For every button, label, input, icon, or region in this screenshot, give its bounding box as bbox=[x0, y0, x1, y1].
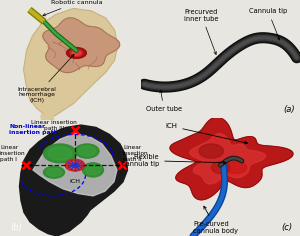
Ellipse shape bbox=[72, 51, 81, 55]
Ellipse shape bbox=[75, 144, 99, 158]
Ellipse shape bbox=[67, 47, 86, 58]
Text: (b): (b) bbox=[11, 223, 22, 232]
Text: ICH: ICH bbox=[165, 123, 248, 144]
Text: Linear
insertion
path I: Linear insertion path I bbox=[0, 145, 26, 162]
Text: Intracerebral
hemorrhage
(ICH): Intracerebral hemorrhage (ICH) bbox=[17, 54, 74, 103]
Text: Linear insertion
path III: Linear insertion path III bbox=[31, 120, 77, 131]
Text: Flexible
cannula tip: Flexible cannula tip bbox=[122, 154, 226, 167]
Text: Robotic cannula: Robotic cannula bbox=[43, 0, 103, 16]
Ellipse shape bbox=[199, 144, 224, 158]
Text: Precurved
inner tube: Precurved inner tube bbox=[184, 9, 219, 55]
Text: (c): (c) bbox=[281, 223, 292, 232]
Ellipse shape bbox=[79, 146, 95, 156]
Text: ICH: ICH bbox=[70, 179, 80, 184]
Polygon shape bbox=[43, 18, 120, 73]
Polygon shape bbox=[23, 8, 118, 118]
Text: Pre-curved
cannula body: Pre-curved cannula body bbox=[193, 206, 238, 234]
Polygon shape bbox=[170, 118, 293, 200]
Polygon shape bbox=[33, 133, 117, 196]
Text: Linear
insertion
path II: Linear insertion path II bbox=[123, 145, 148, 162]
Text: Outer tube: Outer tube bbox=[146, 90, 182, 112]
Ellipse shape bbox=[65, 159, 85, 171]
Polygon shape bbox=[41, 114, 53, 120]
Ellipse shape bbox=[69, 162, 81, 169]
Ellipse shape bbox=[44, 144, 76, 163]
Text: Cannula tip: Cannula tip bbox=[249, 8, 287, 40]
Ellipse shape bbox=[86, 165, 101, 175]
Ellipse shape bbox=[211, 162, 230, 173]
Ellipse shape bbox=[70, 49, 83, 57]
Text: (a): (a) bbox=[284, 105, 295, 114]
Polygon shape bbox=[20, 125, 128, 236]
Polygon shape bbox=[190, 134, 266, 184]
Ellipse shape bbox=[47, 168, 61, 177]
Text: Non-linear
insertion path: Non-linear insertion path bbox=[9, 124, 58, 135]
Ellipse shape bbox=[49, 147, 72, 160]
Ellipse shape bbox=[44, 166, 64, 178]
Ellipse shape bbox=[82, 163, 103, 177]
Ellipse shape bbox=[225, 162, 247, 173]
